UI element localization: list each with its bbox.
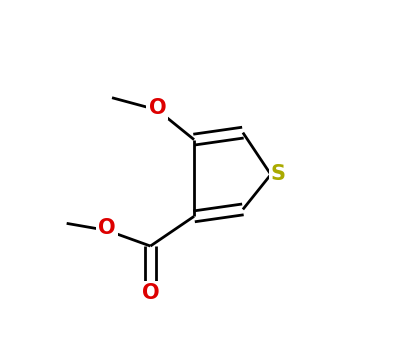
Text: O: O <box>149 98 166 118</box>
Text: O: O <box>141 283 159 303</box>
Text: O: O <box>98 217 116 238</box>
Text: S: S <box>271 164 286 185</box>
